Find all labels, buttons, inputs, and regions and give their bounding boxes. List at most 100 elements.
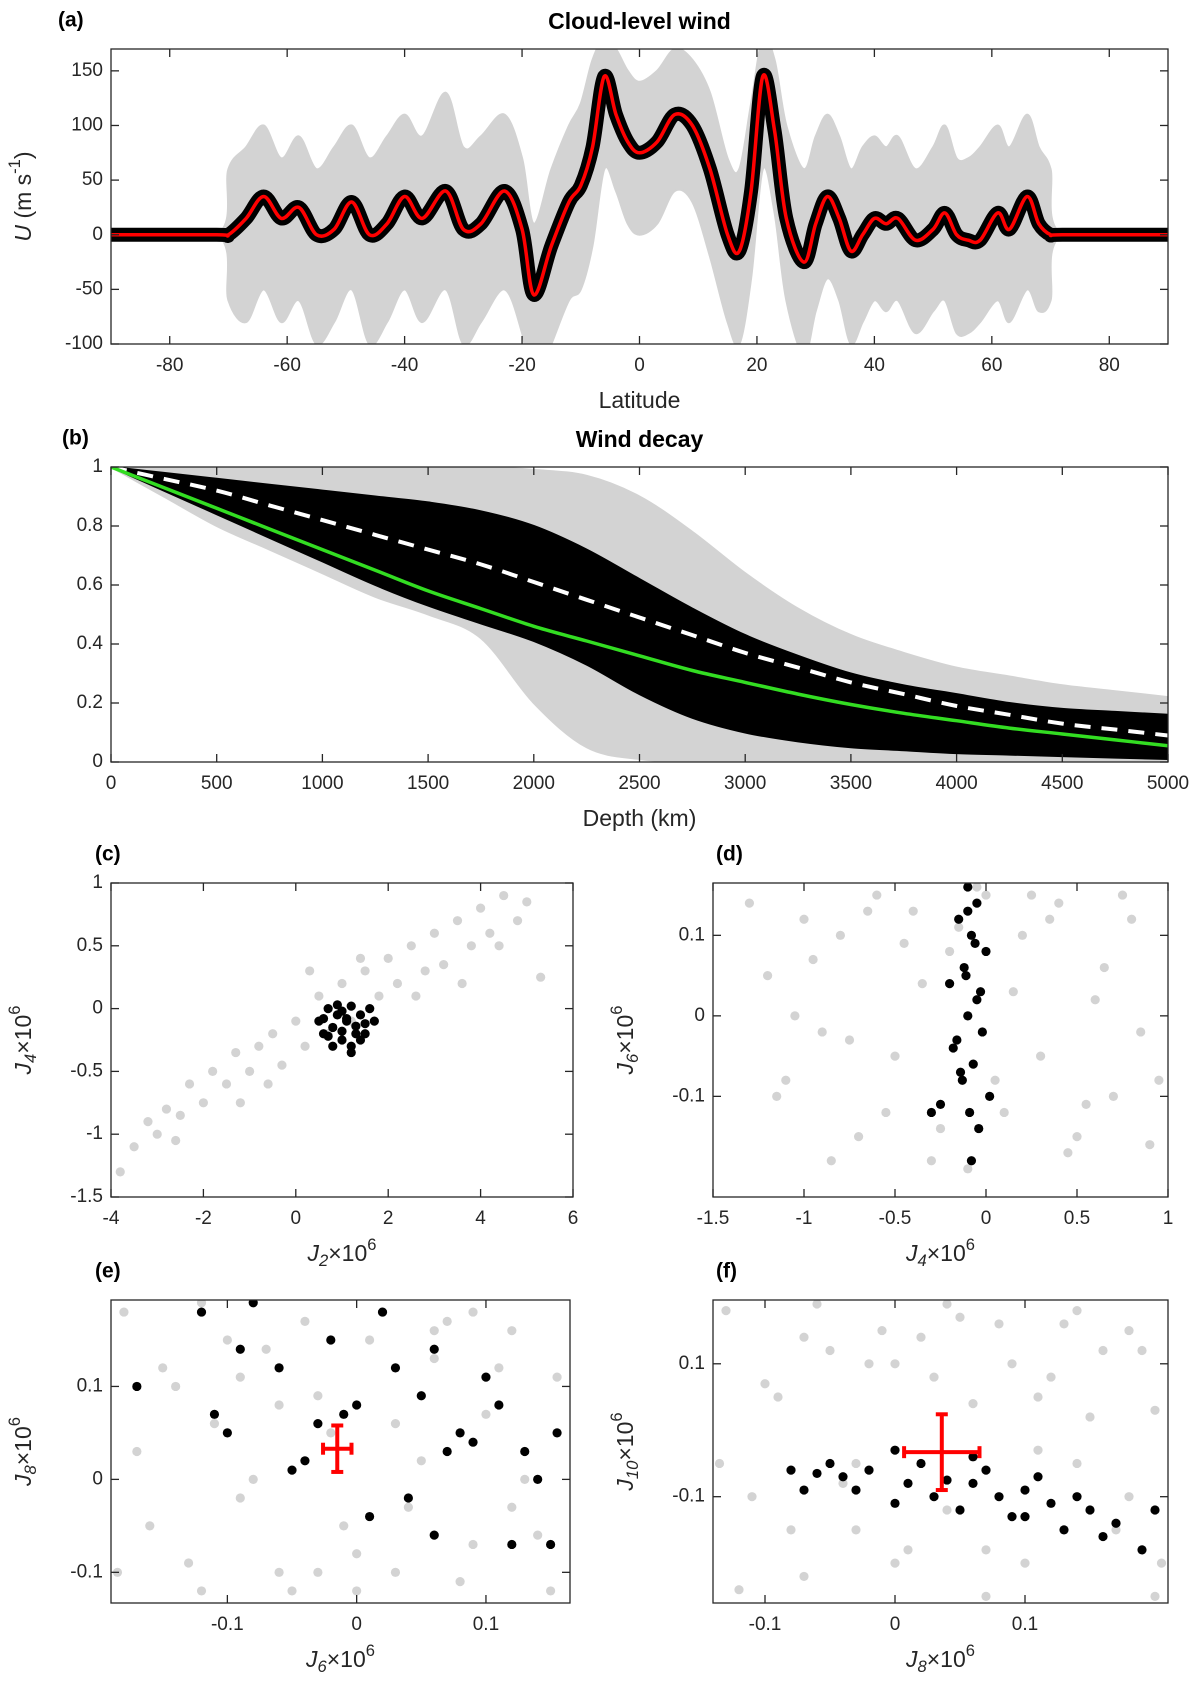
- x-tick-label: 0: [291, 1208, 302, 1229]
- point: [812, 1468, 822, 1479]
- plot-area: [111, 467, 1168, 762]
- point: [1059, 1525, 1069, 1535]
- label-part: 6: [318, 1657, 328, 1676]
- point: [1099, 962, 1109, 973]
- point: [890, 1445, 900, 1455]
- x-tick-label: 4000: [935, 773, 977, 794]
- point: [981, 946, 991, 957]
- point: [390, 1363, 401, 1373]
- point: [337, 978, 347, 989]
- label-part: J: [305, 1646, 318, 1672]
- x-tick-label: 4: [475, 1208, 486, 1229]
- point: [494, 1400, 504, 1410]
- point: [313, 1391, 323, 1401]
- point: [851, 1485, 861, 1495]
- panel-label: (f): [716, 1260, 737, 1283]
- label-part: J: [905, 1646, 918, 1672]
- x-tick-label: 1500: [407, 773, 449, 794]
- point: [812, 1300, 822, 1309]
- point: [439, 960, 449, 970]
- point: [972, 995, 982, 1005]
- point: [208, 1066, 218, 1076]
- point: [313, 1419, 323, 1429]
- point: [171, 1381, 181, 1392]
- x-tick-label: -80: [156, 355, 183, 376]
- point: [346, 1001, 356, 1011]
- point: [520, 1446, 530, 1457]
- point: [300, 1041, 310, 1051]
- point: [119, 1307, 129, 1317]
- point: [838, 1472, 848, 1482]
- point: [963, 1011, 973, 1021]
- point: [352, 1586, 362, 1596]
- point: [512, 916, 523, 926]
- point: [890, 1498, 900, 1508]
- point: [721, 1306, 731, 1316]
- point: [245, 1066, 255, 1076]
- point: [287, 1465, 297, 1475]
- x-tick-label: 0.5: [1064, 1208, 1090, 1229]
- label-part: 6: [966, 1235, 975, 1254]
- point: [734, 1585, 744, 1595]
- point: [1098, 1531, 1108, 1542]
- point: [961, 970, 971, 981]
- y-tick-label: 0.5: [77, 935, 103, 956]
- point: [1108, 1091, 1118, 1101]
- axes-frame: [110, 1299, 571, 1604]
- label-part: ×10: [612, 1422, 638, 1461]
- point: [929, 1492, 939, 1502]
- point: [314, 991, 324, 1001]
- x-tick-label: 0: [351, 1614, 362, 1635]
- point: [235, 1344, 245, 1354]
- label-part: ×10: [612, 1015, 638, 1054]
- y-axis-label: J4×106: [5, 1006, 40, 1076]
- panel: 0 500 1000 1500 2000 2500 3000 3500 4000 4500 5000…: [62, 426, 1189, 831]
- point: [468, 1539, 478, 1550]
- panel-label: (e): [95, 1260, 121, 1283]
- point: [365, 1004, 375, 1014]
- label-part: 6: [5, 1006, 24, 1015]
- y-tick-label: 50: [82, 169, 103, 190]
- x-tick-label: 500: [201, 773, 233, 794]
- point: [198, 1098, 208, 1108]
- point: [429, 1353, 439, 1364]
- point: [352, 1400, 362, 1410]
- point: [552, 1428, 562, 1438]
- label-part: J: [10, 1062, 36, 1075]
- point: [1150, 1405, 1160, 1415]
- label-part: ×10: [10, 1015, 36, 1054]
- line: [111, 73, 1168, 297]
- chart-title: Wind decay: [576, 426, 704, 452]
- y-tick-label: 0.2: [77, 692, 103, 713]
- point: [999, 1107, 1009, 1118]
- point: [364, 1511, 375, 1522]
- point: [968, 1059, 978, 1069]
- point: [1154, 1075, 1164, 1085]
- point: [1046, 1498, 1056, 1508]
- point: [1020, 1558, 1030, 1568]
- x-tick-label: -0.1: [211, 1614, 244, 1635]
- label-part: J: [612, 1479, 638, 1492]
- y-axis-label: J6×106: [607, 1006, 642, 1076]
- x-tick-label: 3500: [830, 773, 872, 794]
- point: [968, 1478, 978, 1488]
- point: [221, 1079, 232, 1089]
- panel-label: (b): [62, 427, 89, 450]
- point: [231, 1047, 241, 1058]
- x-tick-label: 0: [106, 773, 117, 794]
- point: [468, 1437, 478, 1447]
- label-part: 6: [607, 1412, 626, 1421]
- x-tick-label: 2: [383, 1208, 394, 1229]
- point: [145, 1521, 155, 1531]
- y-tick-label: 0.1: [679, 1353, 705, 1374]
- point: [864, 1359, 874, 1369]
- point: [965, 1107, 975, 1118]
- point: [781, 1075, 791, 1085]
- point: [337, 1006, 347, 1016]
- point: [481, 1409, 491, 1419]
- label-part: Depth (km): [583, 805, 697, 831]
- point: [520, 1474, 530, 1484]
